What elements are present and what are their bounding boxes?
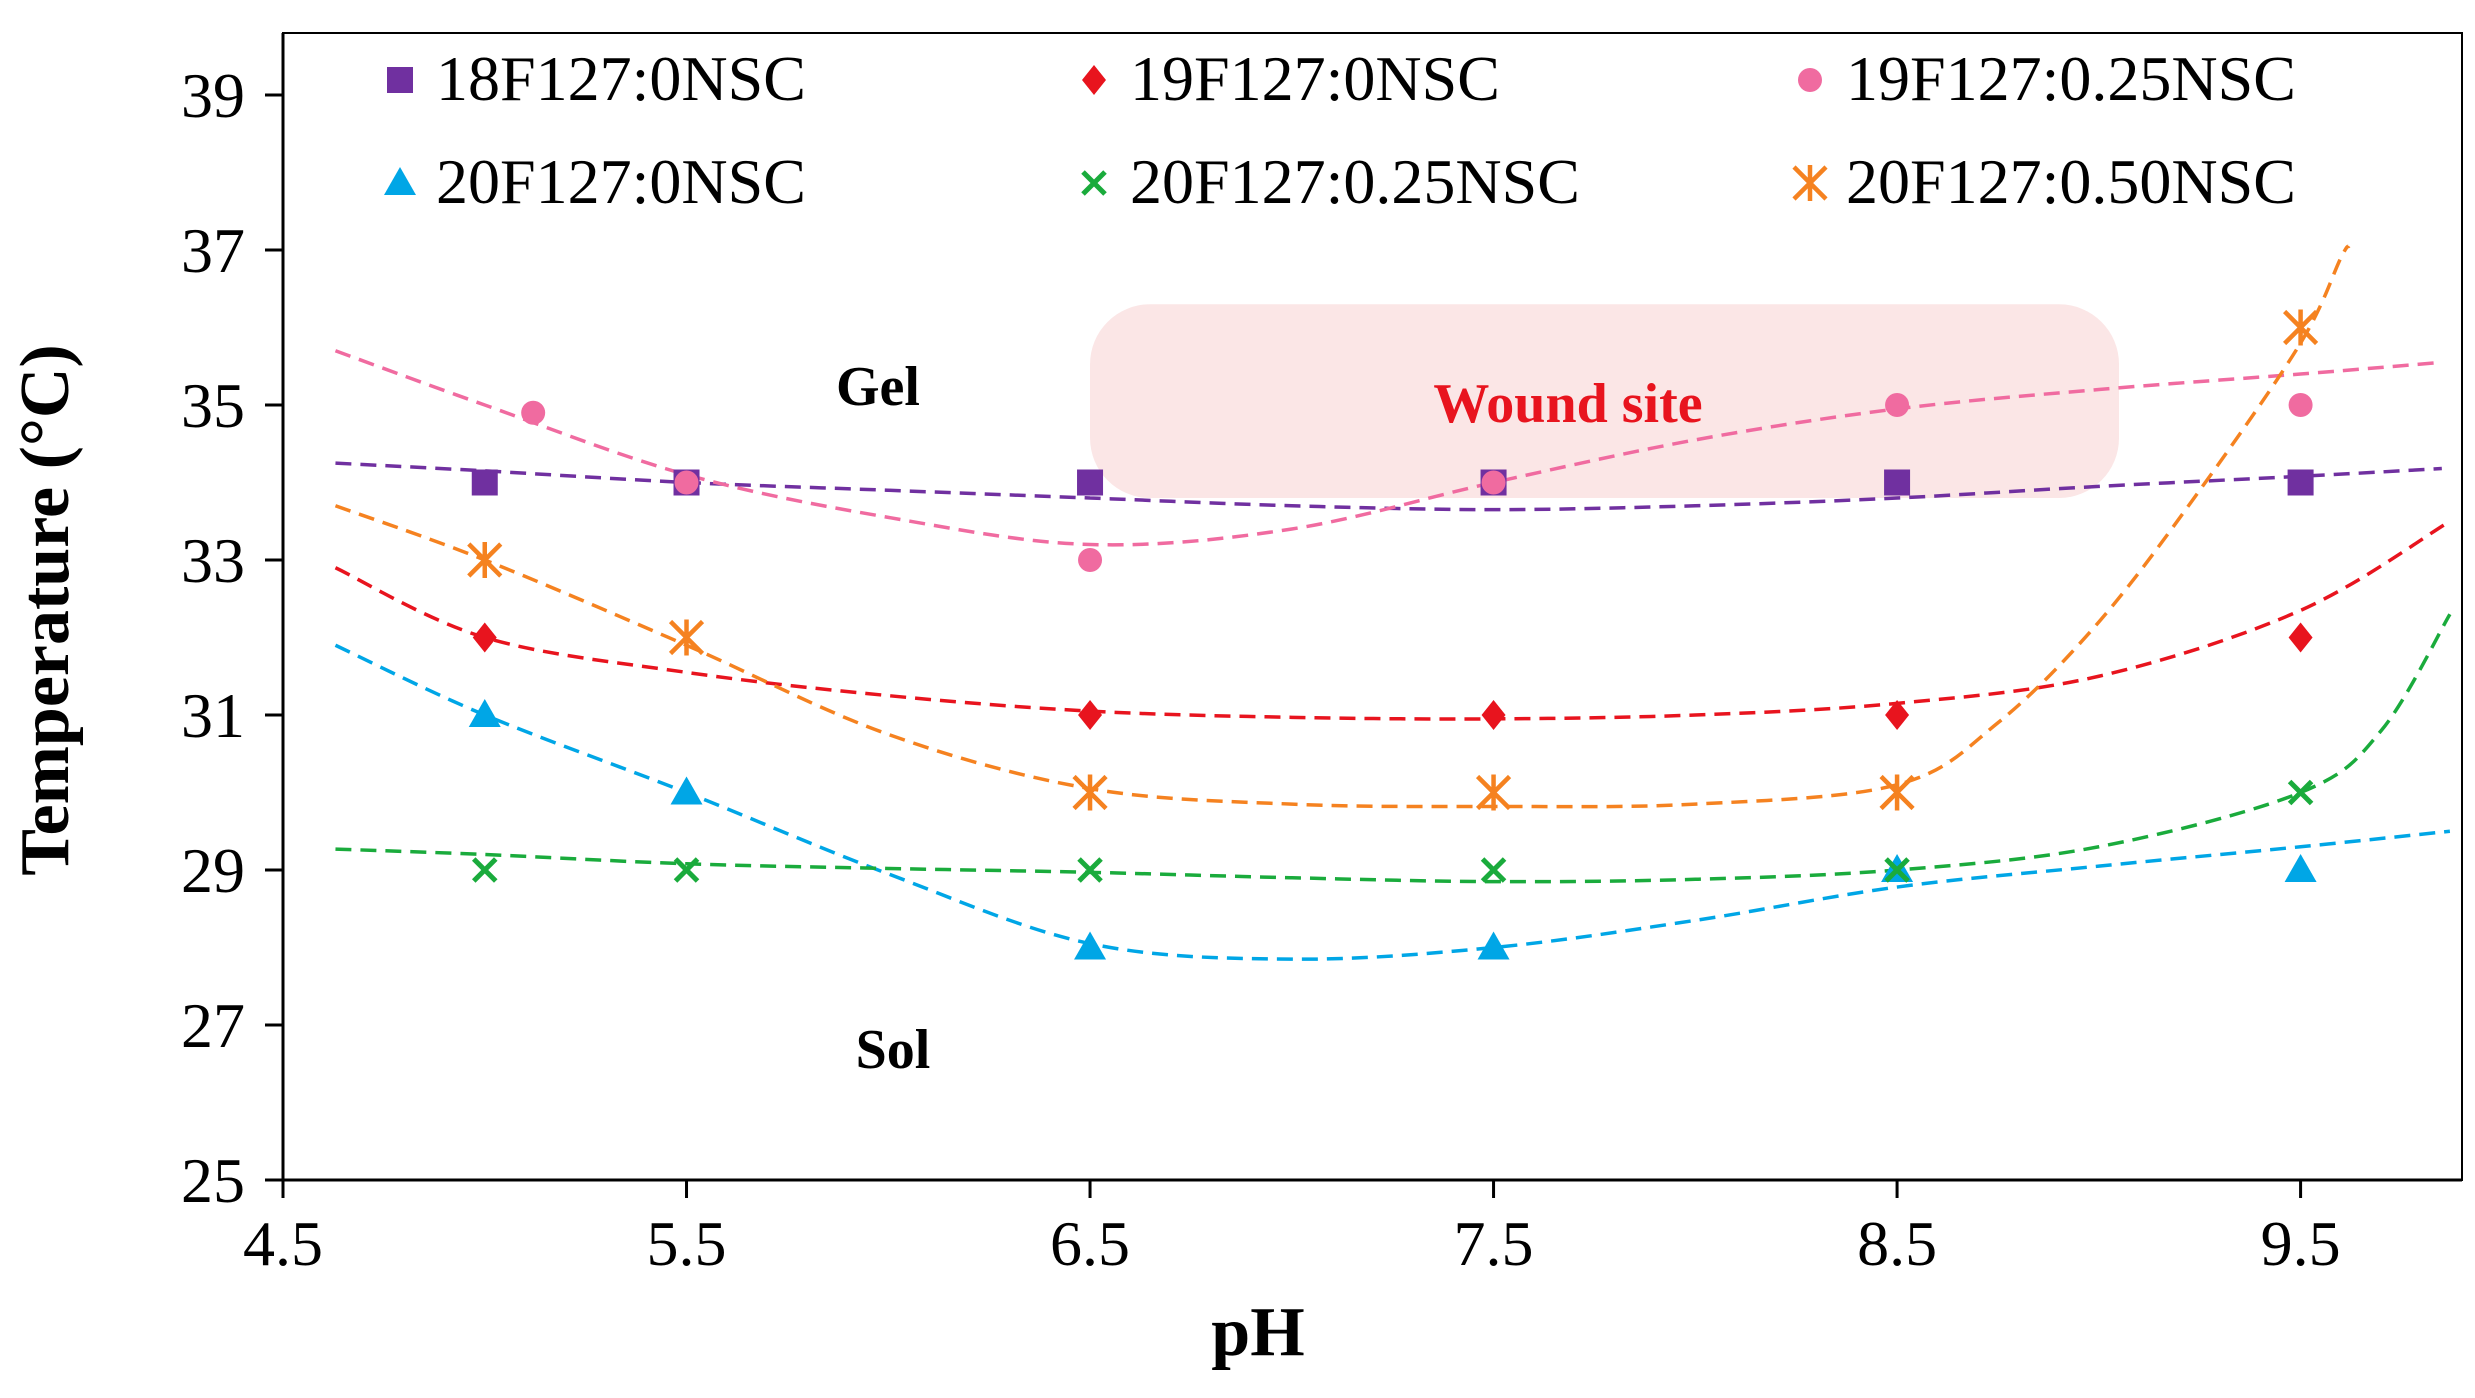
data-point-20f127-0-25nsc: [2287, 779, 2314, 806]
y-tick-label: 27: [181, 990, 245, 1061]
data-point-20f127-0-25nsc: [1077, 857, 1103, 883]
fit-lines: [334, 244, 2452, 961]
fit-line-20f127-0nsc: [334, 643, 2451, 961]
data-point-20f127-0-50nsc: [467, 542, 503, 578]
data-markers: [467, 309, 2319, 960]
data-point-19f127-0nsc: [1481, 700, 1506, 730]
data-point-20f127-0nsc: [1477, 931, 1510, 960]
data-point-19f127-0nsc: [1885, 700, 1910, 730]
data-point-19f127-0-25nsc: [1481, 470, 1506, 495]
data-point-19f127-0-25nsc: [2288, 393, 2313, 417]
wound-site-region: [1090, 304, 2120, 498]
y-tick-label: 29: [181, 835, 245, 906]
legend-label: 20F127:0NSC: [436, 146, 806, 217]
data-point-19f127-0-25nsc: [1078, 548, 1103, 572]
data-point-19f127-0nsc: [472, 622, 497, 653]
gel-label: Gel: [836, 356, 920, 418]
data-point-19f127-0nsc: [1078, 700, 1103, 730]
data-point-19f127-0-25nsc: [1885, 393, 1910, 417]
data-point-20f127-0-50nsc: [1475, 774, 1512, 811]
legend-label: 18F127:0NSC: [436, 43, 806, 114]
x-tick-label: 4.5: [243, 1208, 323, 1279]
legend-label: 19F127:0.25NSC: [1846, 43, 2296, 114]
data-point-20f127-0-50nsc: [1879, 774, 1915, 811]
plot-frame: [282, 32, 2463, 1181]
fit-line-19f127-0nsc: [334, 519, 2451, 721]
y-tick-label: 31: [181, 680, 245, 751]
data-point-18f127-0nsc: [1077, 469, 1104, 496]
legend: 18F127:0NSC 19F127:0NSC 19F127:0.25NSC 20F1…: [384, 43, 2296, 217]
x-tick-label: 9.5: [2261, 1208, 2341, 1279]
data-point-20f127-0nsc: [2284, 854, 2317, 882]
legend-label: 19F127:0NSC: [1130, 43, 1500, 114]
legend-marker-19f127-0nsc: [1082, 65, 1106, 95]
y-tick-label: 33: [181, 525, 245, 596]
data-point-20f127-0nsc: [468, 699, 501, 727]
legend-label: 20F127:0.25NSC: [1130, 146, 1580, 217]
x-axis-ticks: 4.5 5.5 6.5 7.5 8.5 9.5: [243, 1180, 2341, 1279]
y-tick-label: 25: [181, 1145, 245, 1216]
sol-label: Sol: [856, 1019, 931, 1081]
data-point-18f127-0nsc: [1884, 469, 1911, 496]
y-axis-title: Temperature (°C): [7, 344, 84, 876]
data-point-18f127-0nsc: [2287, 469, 2314, 496]
data-point-20f127-0-25nsc: [1480, 857, 1507, 883]
data-point-20f127-0-50nsc: [2282, 309, 2319, 346]
data-point-20f127-0nsc: [1074, 931, 1107, 960]
legend-marker-18f127-0nsc: [387, 67, 413, 93]
x-tick-label: 5.5: [647, 1208, 727, 1279]
data-point-19f127-0-25nsc: [674, 470, 699, 495]
legend-label: 20F127:0.50NSC: [1846, 146, 2296, 217]
data-point-20f127-0-25nsc: [1884, 857, 1910, 883]
legend-marker-20f127-0-25nsc: [1081, 170, 1107, 196]
y-tick-label: 35: [181, 370, 245, 441]
legend-marker-19f127-0-25nsc: [1798, 68, 1822, 92]
y-tick-label: 37: [181, 215, 245, 286]
data-point-19f127-0nsc: [2288, 622, 2313, 653]
data-point-20f127-0-50nsc: [1072, 774, 1108, 811]
data-point-20f127-0nsc: [670, 776, 703, 805]
wound-site-label: Wound site: [1433, 373, 1702, 435]
data-point-20f127-0-25nsc: [471, 857, 498, 883]
y-axis-ticks: 25 27 29 31 33 35 37 39: [181, 60, 283, 1216]
x-tick-label: 7.5: [1454, 1208, 1534, 1279]
x-tick-label: 6.5: [1050, 1208, 1130, 1279]
fit-line-20f127-0-25nsc: [335, 613, 2452, 884]
data-point-18f127-0nsc: [471, 469, 498, 496]
data-point-20f127-0-25nsc: [673, 857, 700, 883]
fit-line-20f127-0-50nsc: [334, 244, 2351, 809]
y-tick-label: 39: [181, 60, 245, 131]
legend-marker-20f127-0nsc: [384, 167, 416, 195]
x-tick-label: 8.5: [1857, 1208, 1937, 1279]
data-point-20f127-0-50nsc: [668, 619, 705, 656]
data-point-19f127-0-25nsc: [521, 400, 546, 425]
x-axis-title: pH: [1211, 1294, 1304, 1371]
legend-marker-20f127-0-50nsc: [1792, 165, 1828, 201]
